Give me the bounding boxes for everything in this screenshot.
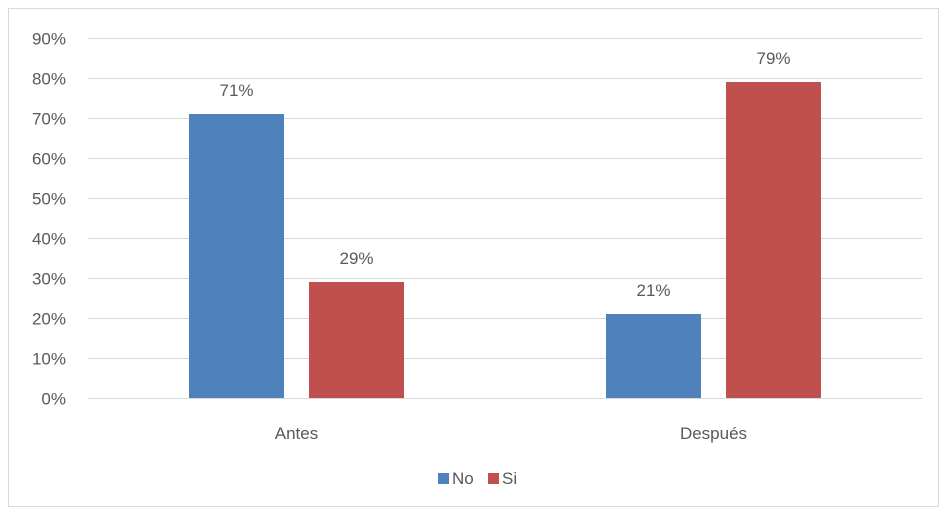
legend-swatch [438, 473, 449, 484]
y-tick-label: 60% [32, 150, 66, 169]
y-tick-label: 20% [32, 310, 66, 329]
data-label: 21% [636, 281, 670, 300]
bar [726, 82, 821, 398]
x-category-label: Después [680, 424, 747, 443]
data-label: 79% [756, 49, 790, 68]
data-labels: 71% 29% 21% 79% [219, 49, 790, 300]
y-axis-tick-labels: 0% 10% 20% 30% 40% 50% 60% 70% 80% 90% [32, 30, 66, 409]
y-tick-label: 40% [32, 230, 66, 249]
x-category-label: Antes [275, 424, 318, 443]
y-tick-label: 80% [32, 70, 66, 89]
data-label: 29% [339, 249, 373, 268]
legend-label: Si [502, 469, 517, 488]
y-tick-label: 90% [32, 30, 66, 49]
legend: No Si [438, 469, 517, 488]
data-label: 71% [219, 81, 253, 100]
y-tick-label: 10% [32, 350, 66, 369]
legend-label: No [452, 469, 474, 488]
y-tick-label: 0% [41, 390, 66, 409]
bars [189, 82, 821, 398]
bar [189, 114, 284, 398]
bar [606, 314, 701, 398]
bar [309, 282, 404, 398]
y-tick-label: 50% [32, 190, 66, 209]
x-axis-category-labels: Antes Después [275, 424, 747, 443]
y-tick-label: 70% [32, 110, 66, 129]
y-tick-label: 30% [32, 270, 66, 289]
legend-swatch [488, 473, 499, 484]
